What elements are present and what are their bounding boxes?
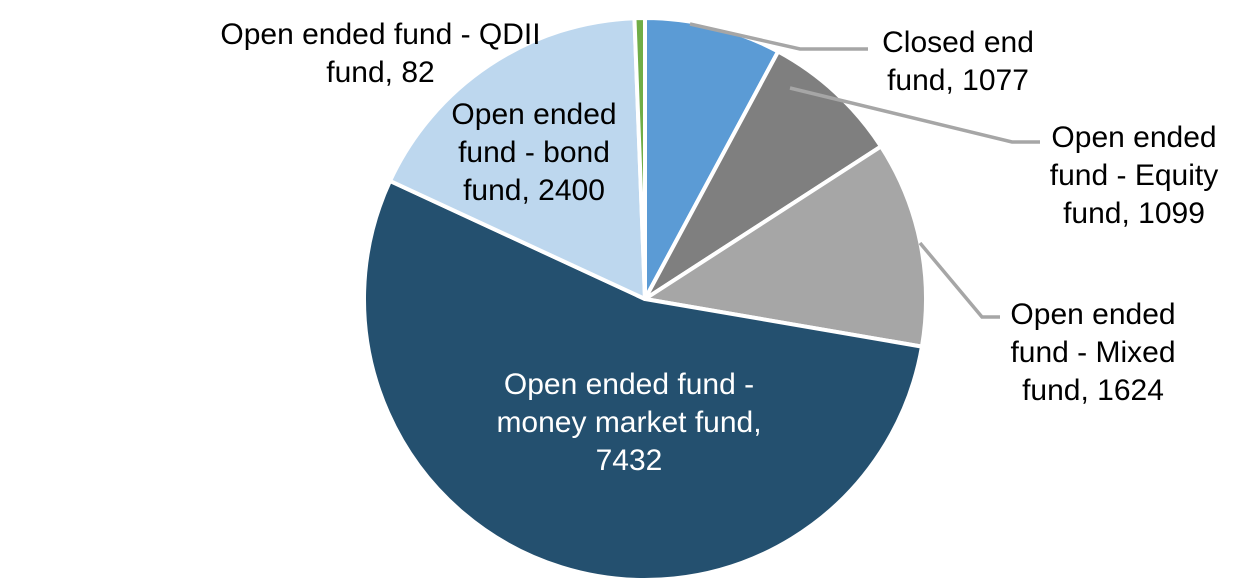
- data-label-bond-fund: Open ended fund - bond fund, 2400: [451, 98, 617, 207]
- data-label-money-market-fund: Open ended fund - money market fund, 743…: [496, 368, 762, 477]
- data-label-equity-fund: Open ended fund - Equity fund, 1099: [1049, 121, 1219, 230]
- leader-line-closed-end-fund: [689, 22, 868, 51]
- pie-slice-bond-fund: [388, 16, 647, 301]
- pie-slice-money-market-fund: [362, 178, 924, 582]
- data-label-mixed-fund: Open ended fund - Mixed fund, 1624: [1010, 298, 1176, 407]
- data-label-qdii-fund: Open ended fund - QDII fund, 82: [220, 18, 541, 89]
- pie-slice-equity-fund: [643, 49, 883, 301]
- data-label-closed-end-fund: Closed end fund, 1077: [882, 26, 1034, 97]
- pie-slice-closed-end-fund: [643, 16, 781, 301]
- pie-slice-mixed-fund: [643, 144, 928, 349]
- leader-line-equity-fund: [789, 86, 1040, 144]
- leader-line-mixed-fund: [918, 241, 1000, 319]
- pie-slice-qdii-fund: [632, 16, 647, 301]
